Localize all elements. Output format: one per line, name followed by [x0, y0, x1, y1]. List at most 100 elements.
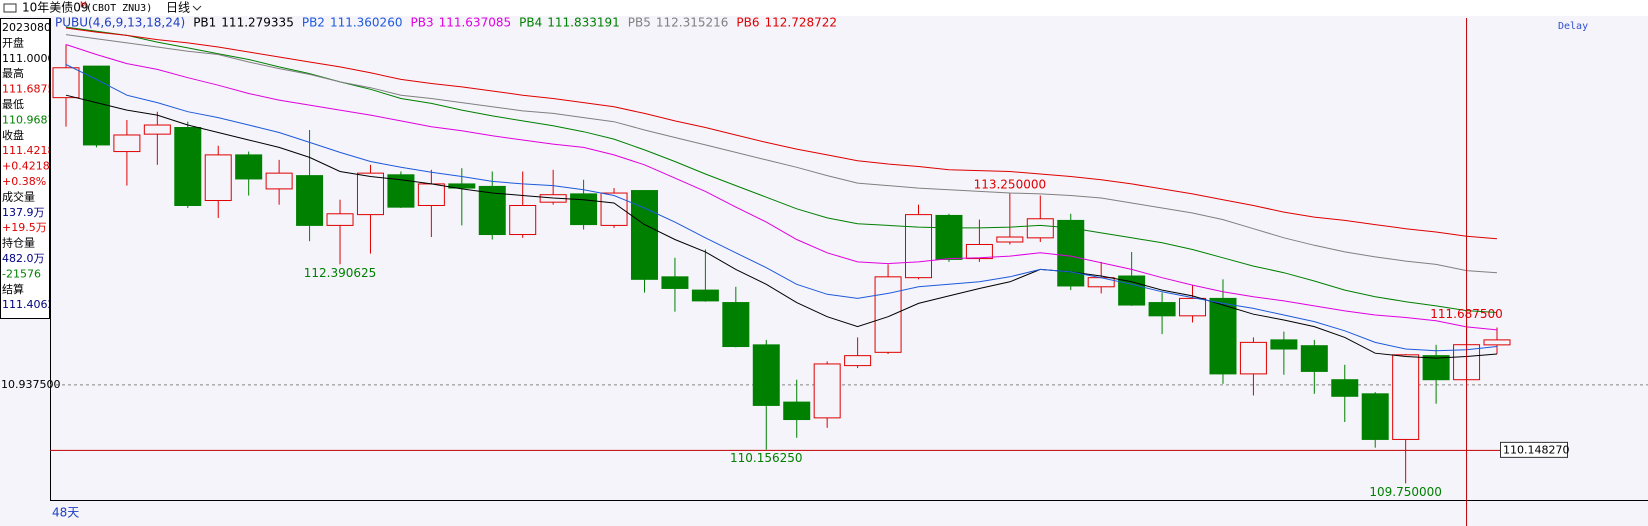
info-date: 20230808 [2, 21, 58, 34]
candle-body [691, 289, 719, 302]
info-value: 111.0000 [2, 52, 55, 65]
candle-body [813, 363, 841, 419]
low-label: 109.750000 [1369, 485, 1442, 499]
info-value: 111.4218 [2, 144, 55, 157]
candle-body [265, 172, 293, 190]
day-count: 48天 [52, 506, 79, 520]
legend-name: PB3 [410, 16, 433, 30]
info-label: 持仓量 [2, 236, 35, 250]
period-chevron[interactable] [192, 5, 202, 11]
delay: Delay [1558, 21, 1588, 32]
info-value: 137.9万 [2, 206, 45, 219]
candle-body [570, 193, 598, 226]
ma-line [65, 27, 1498, 240]
candle-body [417, 183, 445, 206]
candle-body [1026, 218, 1054, 239]
low-label: 110.156250 [730, 451, 803, 465]
reference-label-box [1500, 441, 1568, 458]
info-value: 110.9687 [2, 113, 55, 126]
reference-label: 110.148270 [1503, 443, 1569, 456]
candle-body [1270, 339, 1298, 350]
candle-body [1300, 345, 1328, 372]
info-label: 收盘 [2, 128, 24, 142]
window-icon[interactable] [3, 3, 17, 13]
ma-line [65, 64, 1498, 352]
ma-line [65, 44, 1498, 331]
candle-body [1239, 341, 1267, 375]
ma-line [65, 26, 1498, 313]
legend-value: 111.833191 [547, 16, 620, 30]
info-value: +19.5万 [2, 221, 47, 234]
info-value: 111.6875 [2, 83, 55, 96]
info-value: +0.4218 [2, 160, 50, 173]
info-value: 111.4062 [2, 298, 55, 311]
info-value: 482.0万 [2, 252, 45, 265]
info-label: 开盘 [2, 35, 24, 49]
candle-body [478, 185, 506, 236]
candle-body [82, 65, 110, 146]
title-suffix: M [80, 1, 87, 10]
candle-body [235, 154, 263, 180]
candle-body [174, 127, 202, 206]
candle-body [965, 243, 993, 260]
candle-body [1148, 302, 1176, 317]
candle-body [356, 172, 384, 216]
info-label: 最高 [2, 66, 24, 80]
candle-body [1087, 277, 1115, 288]
candle-body [113, 134, 141, 153]
legend-name: PB5 [628, 16, 651, 30]
candle-body [1392, 354, 1420, 440]
candle-body [52, 67, 80, 99]
candle-body [1118, 275, 1146, 306]
y-tick-label: 10.937500 [1, 378, 61, 391]
legend-value: 111.279335 [221, 16, 294, 30]
candle-body [752, 344, 780, 406]
candle-body [204, 154, 232, 202]
candle-body [600, 192, 628, 226]
legend-value: 112.728722 [765, 16, 838, 30]
ma-line [65, 94, 1498, 359]
legend-name: PB4 [519, 16, 542, 30]
candle-body [326, 213, 354, 226]
candle-body [448, 183, 476, 189]
candle-body [1209, 297, 1237, 375]
candle-body [874, 276, 902, 353]
info-value: +0.38% [2, 175, 46, 188]
info-label: 最低 [2, 98, 24, 111]
candle-body [143, 124, 171, 135]
info-label: 成交量 [2, 189, 35, 203]
period[interactable]: 日线 [166, 1, 190, 15]
legend-value: 111.637085 [439, 16, 512, 30]
candle-body [844, 355, 872, 367]
candle-body [1422, 355, 1450, 381]
legend-name: PB2 [302, 16, 325, 30]
info-panel [0, 18, 50, 319]
candle-body [996, 236, 1024, 243]
candle-body [296, 175, 324, 226]
header-bar [0, 0, 1648, 16]
candle-body [1179, 297, 1207, 317]
legend-name: PB1 [193, 16, 216, 30]
info-value: -21576 [2, 267, 41, 280]
legend-value: 111.360260 [330, 16, 403, 30]
candle-body [1331, 379, 1359, 397]
candle-body [783, 401, 811, 421]
title: 10年美债09 [22, 1, 89, 15]
legend-name: PB6 [736, 16, 759, 30]
candle-body [630, 190, 658, 280]
info-label: 结算 [2, 282, 24, 296]
legend-value: 112.315216 [656, 16, 729, 30]
high-label: 113.250000 [974, 178, 1047, 192]
candle-body [935, 214, 963, 260]
candle-body [1361, 393, 1389, 440]
low-label: 112.390625 [304, 266, 377, 280]
candle-body [1057, 219, 1085, 287]
candle-body [509, 204, 537, 236]
ma-line [65, 34, 1498, 274]
candle-body [905, 214, 933, 279]
symbol: (CBOT ZNU3) [86, 3, 152, 14]
candle-body [661, 276, 689, 289]
candle-body [1483, 339, 1511, 346]
